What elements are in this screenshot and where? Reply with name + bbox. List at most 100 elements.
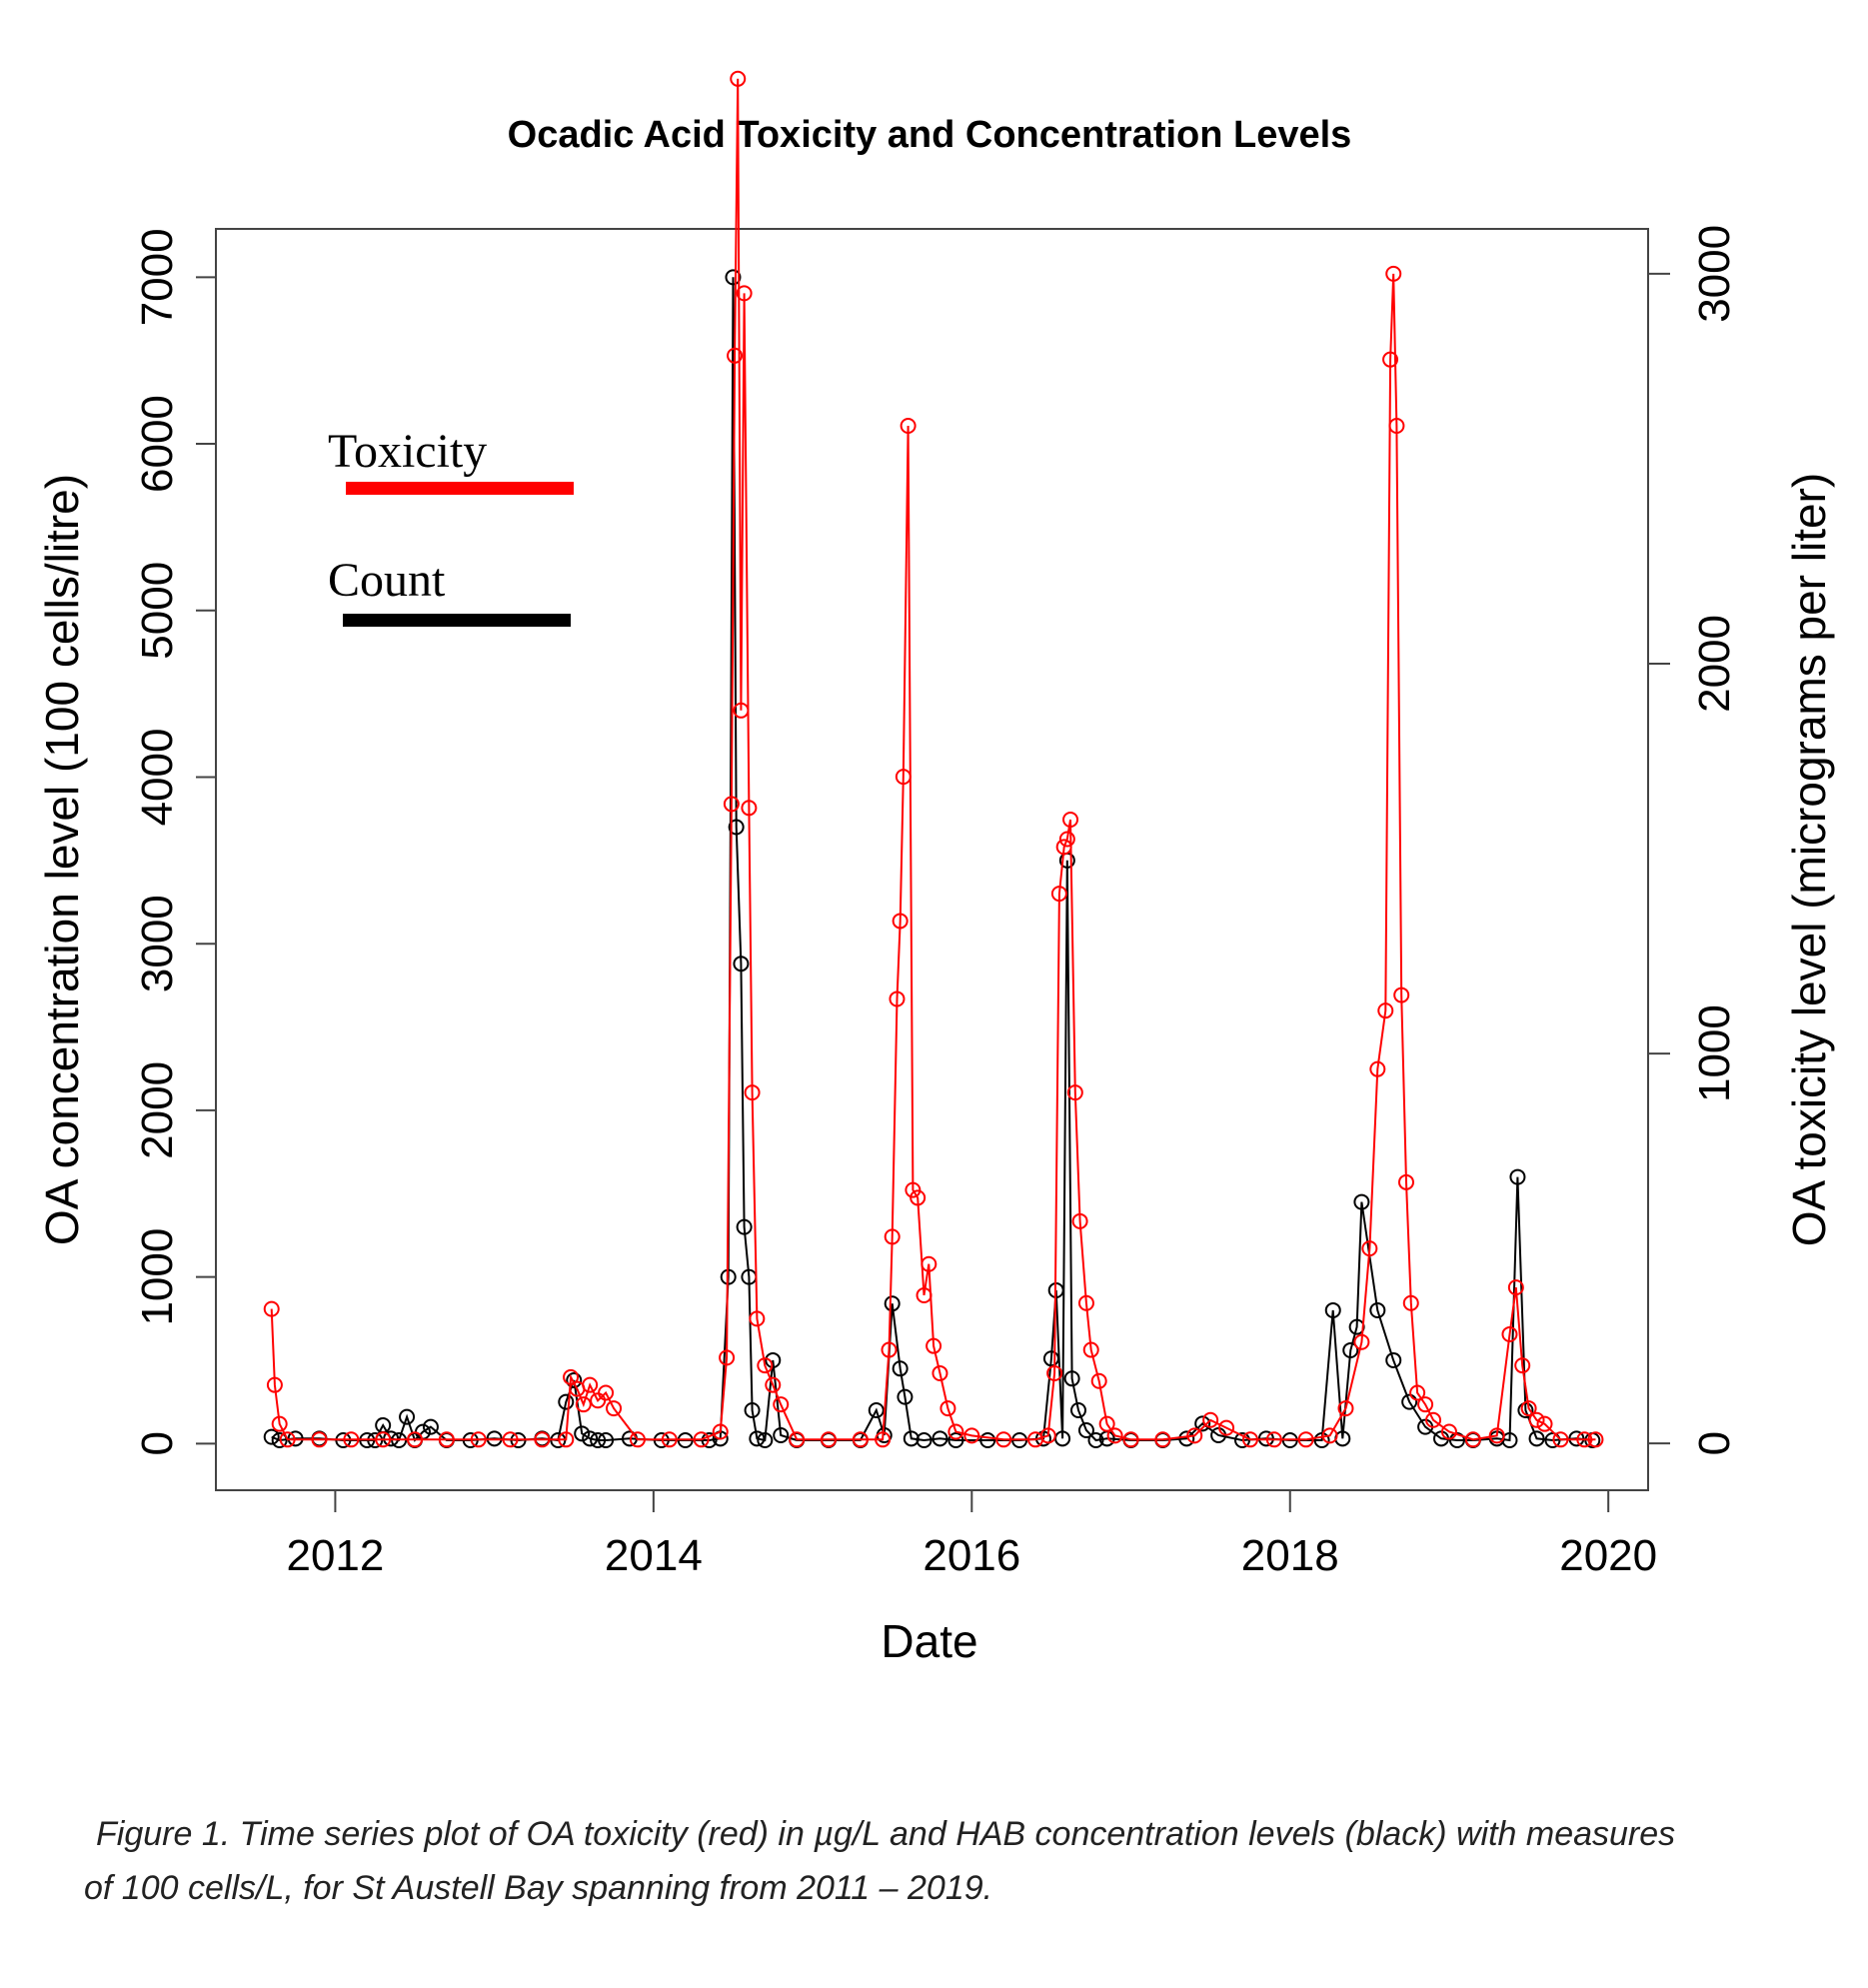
- data-point: [1536, 1415, 1553, 1432]
- data-point: [1388, 418, 1405, 435]
- data-point: [892, 1360, 909, 1377]
- data-point: [606, 1400, 623, 1417]
- data-point: [744, 1401, 761, 1418]
- data-point: [741, 800, 758, 817]
- data-point: [271, 1431, 288, 1448]
- data-point: [916, 1286, 933, 1303]
- data-point: [736, 285, 753, 302]
- data-point: [895, 769, 912, 786]
- data-point: [1050, 886, 1067, 903]
- y-right-tick-label: 1000: [1690, 1004, 1739, 1102]
- data-point: [279, 1431, 296, 1448]
- chart: Ocadic Acid Toxicity and Concentration L…: [36, 70, 1835, 1667]
- y-tick-label: 7000: [133, 228, 182, 326]
- data-point: [1062, 812, 1079, 829]
- data-point: [733, 956, 750, 973]
- data-point: [534, 1431, 551, 1448]
- data-point: [725, 269, 742, 286]
- data-point: [1106, 1427, 1123, 1444]
- data-point: [947, 1423, 964, 1440]
- data-point: [1122, 1431, 1139, 1448]
- data-point: [1178, 1430, 1195, 1447]
- data-point: [271, 1415, 288, 1432]
- figure-caption: Figure 1. Time series plot of OA toxicit…: [84, 1807, 1863, 1915]
- data-point: [1440, 1423, 1457, 1440]
- data-point: [1241, 1431, 1258, 1448]
- y-axis-right-title: OA toxicity level (micrograms per liter): [1783, 473, 1835, 1247]
- data-point: [1369, 1060, 1386, 1077]
- data-point: [926, 1337, 942, 1354]
- data-point: [311, 1431, 328, 1448]
- data-point: [1385, 265, 1402, 282]
- data-point: [1321, 1427, 1338, 1444]
- data-point: [1501, 1325, 1518, 1342]
- series-toxicity: [263, 70, 1604, 1448]
- data-point: [1507, 1279, 1524, 1296]
- data-point: [932, 1364, 948, 1381]
- data-point: [789, 1431, 806, 1448]
- caption-line-1: Figure 1. Time series plot of OA toxicit…: [96, 1815, 1676, 1853]
- data-point: [773, 1426, 790, 1443]
- y-tick-label: 6000: [133, 395, 182, 493]
- data-point: [701, 1431, 718, 1448]
- y-axis-title: OA concentration level (100 cells/litre): [36, 474, 88, 1245]
- data-point: [1233, 1431, 1250, 1448]
- data-point: [470, 1431, 487, 1448]
- y-tick-label: 1000: [133, 1228, 182, 1326]
- data-point: [1042, 1350, 1059, 1367]
- data-point: [629, 1431, 646, 1448]
- series-layer: [263, 70, 1604, 1448]
- data-point: [1265, 1431, 1282, 1448]
- x-tick-label: 2016: [923, 1531, 1020, 1580]
- data-point: [749, 1310, 766, 1327]
- data-point: [1186, 1427, 1203, 1444]
- x-axis: 2012 2014 2016 2018 2020: [286, 1490, 1657, 1580]
- data-point: [1071, 1212, 1088, 1229]
- data-point: [1098, 1415, 1115, 1432]
- y-tick-label: 3000: [133, 895, 182, 993]
- data-point: [712, 1423, 729, 1440]
- data-point: [1202, 1411, 1219, 1428]
- data-point: [574, 1425, 591, 1442]
- data-point: [582, 1376, 599, 1393]
- data-point: [1417, 1396, 1434, 1413]
- data-point: [979, 1431, 996, 1448]
- legend-label-toxicity: Toxicity: [328, 425, 487, 478]
- data-point: [1464, 1431, 1481, 1448]
- data-point: [399, 1408, 416, 1425]
- data-point: [757, 1357, 774, 1374]
- data-point: [719, 1349, 736, 1366]
- legend-swatch-toxicity: [346, 482, 574, 495]
- data-point: [1397, 1173, 1414, 1190]
- data-point: [1425, 1411, 1442, 1428]
- data-point: [693, 1431, 710, 1448]
- data-point: [757, 1431, 774, 1448]
- data-point: [1587, 1431, 1604, 1448]
- data-point: [1382, 351, 1399, 368]
- data-point: [963, 1427, 980, 1444]
- data-point: [1337, 1400, 1354, 1417]
- data-point: [575, 1396, 592, 1413]
- data-point: [1297, 1431, 1314, 1448]
- data-point: [1528, 1411, 1545, 1428]
- data-point: [900, 418, 917, 435]
- caption-line-2: of 100 cells/L, for St Austell Bay spann…: [84, 1869, 993, 1907]
- data-point: [765, 1351, 782, 1368]
- data-point: [903, 1430, 920, 1447]
- data-point: [875, 1431, 892, 1448]
- y-tick-label: 4000: [133, 729, 182, 827]
- data-point: [905, 1181, 922, 1198]
- y-right-tick-label: 2000: [1690, 615, 1739, 713]
- left-y-axis: 0 1000 2000 3000 4000 5000 6000 7000: [133, 228, 216, 1456]
- data-point: [438, 1431, 455, 1448]
- data-point: [765, 1376, 782, 1393]
- data-point: [730, 70, 747, 87]
- data-point: [1055, 839, 1072, 856]
- data-point: [1409, 1384, 1426, 1401]
- data-point: [1576, 1431, 1593, 1448]
- data-point: [1517, 1401, 1534, 1418]
- data-point: [1077, 1421, 1094, 1438]
- data-point: [661, 1431, 678, 1448]
- data-point: [375, 1431, 392, 1448]
- y-tick-label: 2000: [133, 1061, 182, 1159]
